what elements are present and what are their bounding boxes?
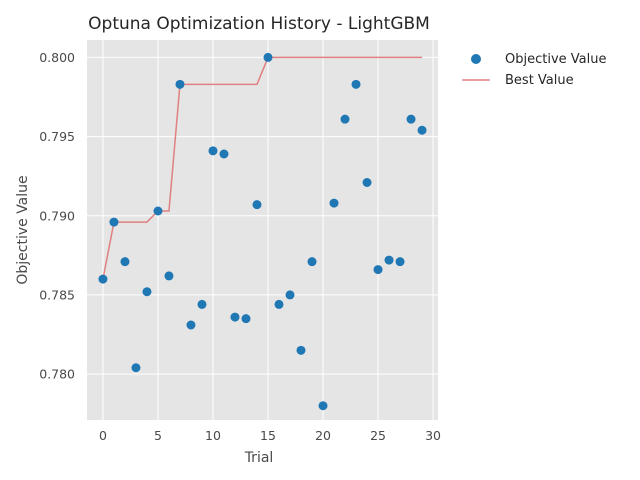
- x-tick-label: 5: [154, 428, 162, 443]
- legend-label-best-value: Best Value: [505, 73, 574, 88]
- objective-value-point: [274, 299, 284, 309]
- x-tick-label: 25: [370, 428, 386, 443]
- objective-value-point: [373, 265, 383, 275]
- objective-value-point: [406, 114, 416, 124]
- objective-value-point: [142, 287, 152, 297]
- legend-marker-objective-value: [471, 54, 481, 64]
- y-tick-label: 0.780: [39, 367, 75, 382]
- objective-value-point: [241, 314, 251, 324]
- objective-value-point: [296, 345, 306, 355]
- objective-value-point: [252, 200, 262, 210]
- legend: Objective Value Best Value: [462, 52, 606, 88]
- y-tick-label: 0.790: [39, 208, 75, 223]
- objective-value-point: [395, 257, 405, 267]
- x-tick-label: 10: [205, 428, 221, 443]
- objective-value-point: [384, 255, 394, 265]
- objective-value-point: [175, 79, 185, 89]
- x-tick-label: 30: [425, 428, 441, 443]
- objective-value-point: [131, 363, 141, 373]
- objective-value-point: [285, 290, 295, 300]
- objective-value-point: [186, 320, 196, 330]
- x-tick-label: 15: [260, 428, 276, 443]
- objective-value-point: [197, 299, 207, 309]
- objective-value-point: [362, 178, 372, 187]
- objective-value-point: [230, 312, 240, 322]
- x-tick-label: 20: [315, 428, 331, 443]
- x-tick-label: 0: [99, 428, 107, 443]
- grid: [87, 40, 438, 420]
- objective-value-point: [98, 274, 108, 284]
- objective-value-point: [109, 217, 119, 227]
- plot-area: [87, 40, 438, 420]
- y-tick-label: 0.795: [39, 129, 75, 144]
- objective-value-point: [120, 257, 130, 267]
- objective-value-point: [318, 401, 328, 411]
- objective-value-point: [219, 149, 229, 159]
- y-axis-label: Objective Value: [15, 175, 31, 284]
- y-tick-label: 0.785: [39, 287, 75, 302]
- objective-value-point: [307, 257, 317, 267]
- ticks: 0 5 10 15 20 25 30 0.780 0.785 0.790 0.795 0.800: [39, 50, 441, 443]
- objective-value-point: [263, 52, 273, 62]
- x-axis-label: Trial: [244, 450, 274, 466]
- chart-title: Optuna Optimization History - LightGBM: [88, 14, 430, 34]
- objective-value-point: [164, 271, 174, 281]
- objective-value-point: [340, 114, 350, 124]
- objective-value-series: [98, 52, 427, 411]
- objective-value-point: [153, 206, 163, 216]
- objective-value-point: [329, 198, 339, 208]
- objective-value-point: [417, 125, 427, 135]
- legend-label-objective-value: Objective Value: [505, 52, 606, 67]
- objective-value-point: [351, 79, 361, 89]
- y-tick-label: 0.800: [39, 50, 75, 65]
- objective-value-point: [208, 146, 218, 156]
